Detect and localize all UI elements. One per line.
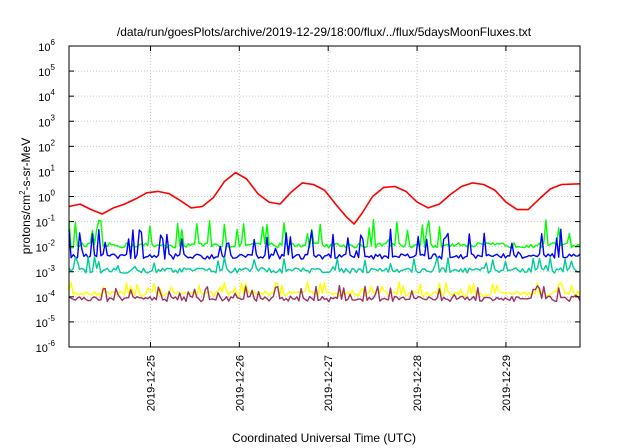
x-tick-label: 2019-12-26 (234, 355, 246, 411)
y-tick-label: 102 (38, 138, 55, 154)
y-tick-label: 101 (38, 163, 55, 179)
y-tick-label: 103 (38, 113, 55, 129)
y-axis-label-sup: 2 (18, 190, 27, 195)
y-tick-label: 106 (38, 38, 55, 54)
series-line-2 (68, 219, 581, 249)
y-tick-label: 10-1 (36, 214, 56, 230)
x-tick-label: 2019-12-29 (501, 355, 513, 411)
y-axis-label-base: protons/cm (19, 195, 33, 254)
grid (69, 46, 580, 347)
series-line-5 (68, 281, 581, 298)
y-tick-label: 10-6 (36, 339, 56, 355)
y-tick-label: 10-2 (36, 239, 56, 255)
y-tick-label: 10-3 (36, 264, 56, 280)
chart-title: /data/run/goesPlots/archive/2019-12-29/1… (117, 25, 532, 39)
x-axis: 2019-12-25 2019-12-26 2019-12-27 2019-12-28… (145, 46, 513, 411)
x-tick-label: 2019-12-27 (323, 355, 335, 411)
y-tick-label: 105 (38, 63, 55, 79)
series-line-4 (68, 256, 581, 274)
x-tick-label: 2019-12-25 (145, 355, 157, 411)
x-axis-label: Coordinated Universal Time (UTC) (232, 431, 416, 445)
series-line-1 (68, 171, 581, 225)
x-tick-label: 2019-12-28 (412, 355, 424, 411)
y-tick-label: 104 (38, 88, 55, 104)
y-tick-label: 10-5 (36, 314, 56, 330)
y-axis-label-rest: -s-sr-MeV (19, 138, 33, 191)
series-line-6 (68, 284, 581, 303)
series-line-3 (68, 228, 581, 260)
y-tick-label: 10-4 (36, 289, 56, 305)
y-axis-label: protons/cm2-s-sr-MeV (18, 138, 33, 254)
y-axis: 10-6 10-5 10-4 10-3 10-2 10-1 100 101 102 103 104 1… (36, 38, 580, 355)
series-layer (68, 171, 581, 303)
y-tick-label: 100 (38, 189, 55, 205)
